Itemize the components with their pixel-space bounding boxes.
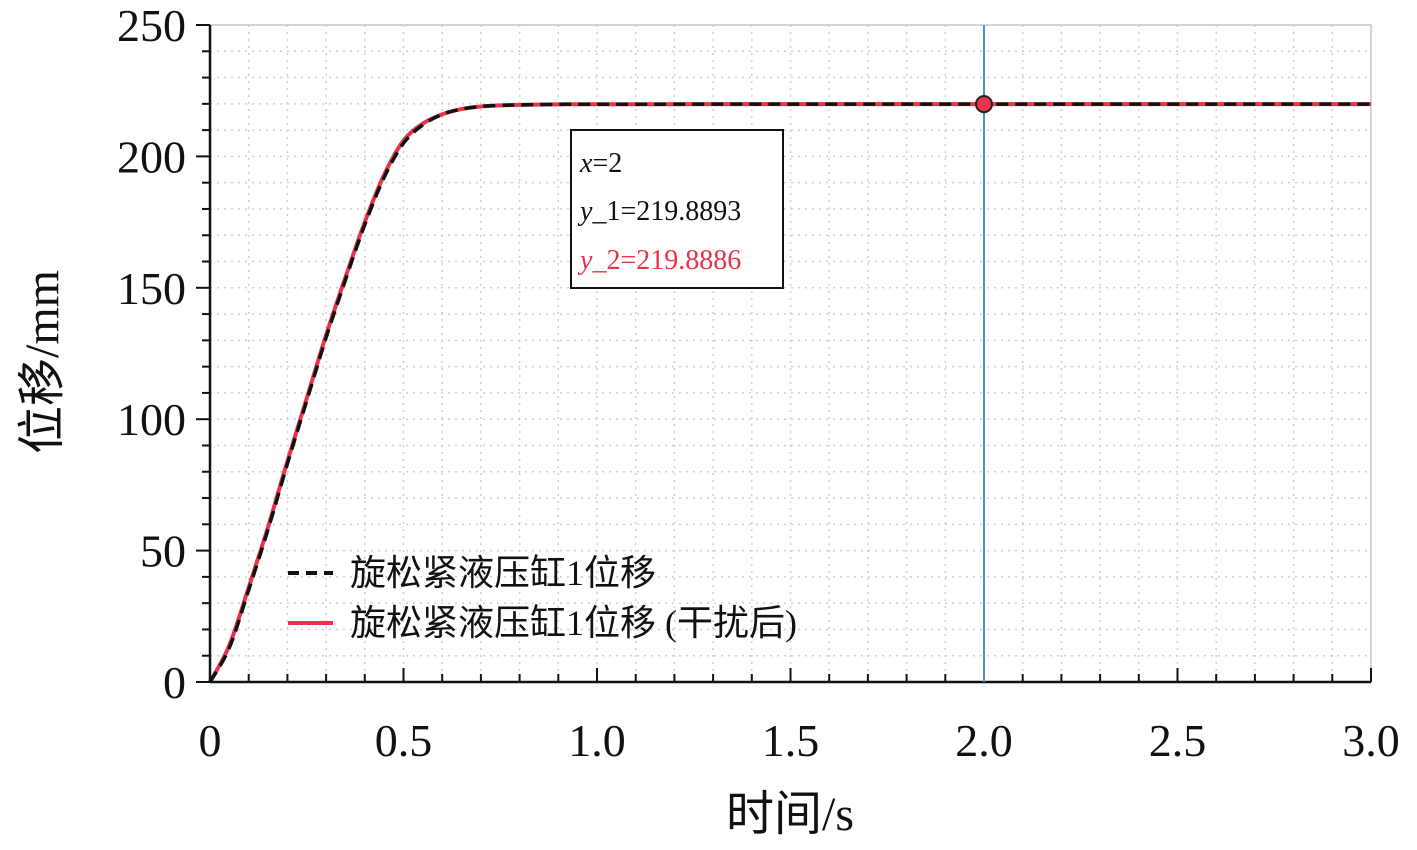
x-axis-title: 时间/s: [726, 788, 854, 841]
x-tick-label: 3.0: [1342, 715, 1400, 766]
y-tick-label: 50: [140, 526, 186, 577]
annotation-y1-label: y: [577, 196, 593, 227]
axes: [196, 24, 1372, 684]
x-tick-label: 0: [199, 715, 222, 766]
y-tick-label: 250: [117, 0, 186, 51]
annotation-box: [570, 129, 784, 289]
legend-label-series-1: 旋松紧液压缸1位移: [350, 553, 656, 593]
x-tick-label: 1.5: [762, 715, 820, 766]
annotation-y2-value: _2=219.8886: [591, 245, 741, 276]
cursor-marker[interactable]: [975, 95, 993, 114]
legend: 旋松紧液压缸1位移 旋松紧液压缸1位移 (干扰后): [288, 553, 797, 643]
y-tick-label: 150: [117, 263, 186, 314]
x-tick-label: 2.5: [1149, 715, 1207, 766]
cursor-annotation: x=2 y_1=219.8893 y_2=219.8886: [570, 129, 784, 289]
annotation-x: x=2: [579, 148, 622, 179]
y-tick-label: 200: [117, 131, 186, 182]
annotation-x-label: x: [579, 148, 593, 179]
series-line-1: [208, 102, 1371, 683]
annotation-y2-label: y: [577, 245, 593, 276]
annotation-y1: y_1=219.8893: [577, 196, 741, 227]
x-tick-label: 0.5: [375, 715, 433, 766]
annotation-y2: y_2=219.8886: [577, 245, 741, 276]
y-tick-label: 0: [163, 657, 186, 708]
x-tick-label: 2.0: [955, 715, 1013, 766]
series-layer: [208, 102, 1371, 683]
y-tick-label: 100: [117, 394, 186, 445]
grid: [209, 24, 1372, 683]
y-axis-title: 位移/mm: [16, 270, 69, 454]
x-tick-label: 1.0: [568, 715, 626, 766]
tick-labels: 0 0.5 1.0 1.5 2.0 2.5 3.0 0 50 100 150 200 250: [117, 0, 1400, 766]
annotation-x-value: =2: [592, 148, 622, 179]
legend-label-series-2: 旋松紧液压缸1位移 (干扰后): [350, 603, 797, 643]
annotation-y1-value: _1=219.8893: [591, 196, 741, 227]
